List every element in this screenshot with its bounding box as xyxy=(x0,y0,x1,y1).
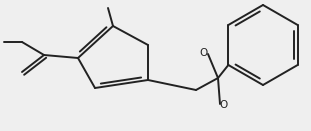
Text: O: O xyxy=(200,48,208,58)
Text: O: O xyxy=(220,100,228,110)
